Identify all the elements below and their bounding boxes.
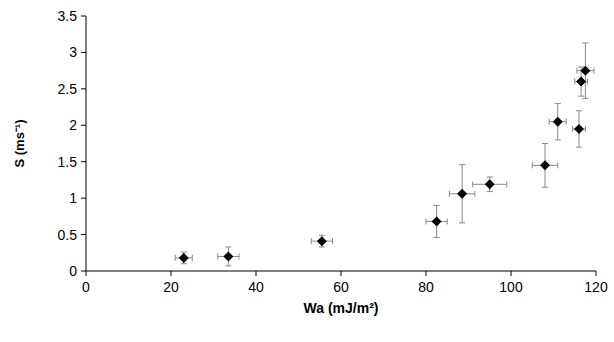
point	[485, 179, 495, 189]
x-axis-label: Wa (mJ/m²)	[304, 300, 379, 316]
y-tick-label: 0	[69, 263, 77, 279]
point	[432, 216, 442, 226]
y-tick-label: 2	[69, 117, 77, 133]
y-tick-label: 0.5	[58, 227, 78, 243]
x-tick	[86, 271, 87, 276]
chart: 0 0.5 1 1.5 2 2.5 3 3.5 0 20 40 60 80 100 120 Wa (mJ/m²…	[0, 0, 614, 342]
y-tick	[81, 88, 86, 89]
x-tick	[341, 271, 342, 276]
y-tick-label: 1	[69, 190, 77, 206]
point	[457, 189, 467, 199]
point	[540, 160, 550, 170]
plot-area	[175, 43, 594, 266]
y-axis-label: S (ms⁻¹)	[12, 119, 27, 167]
x-tick	[511, 271, 512, 276]
point	[574, 124, 584, 134]
y-tick	[81, 52, 86, 53]
y-tick	[81, 125, 86, 126]
point	[553, 117, 563, 127]
x-tick	[596, 271, 597, 276]
y-tick	[81, 16, 86, 17]
chart-svg: 0 0.5 1 1.5 2 2.5 3 3.5 0 20 40 60 80 100 120 Wa (mJ/m²…	[0, 0, 614, 342]
x-tick-label: 120	[584, 279, 608, 295]
y-tick	[81, 161, 86, 162]
x-tick-label: 20	[163, 279, 179, 295]
y-axis	[86, 16, 87, 271]
point	[179, 253, 189, 263]
x-tick-label: 80	[418, 279, 434, 295]
y-tick-label: 2.5	[58, 81, 78, 97]
point	[223, 251, 233, 261]
point	[317, 236, 327, 246]
y-tick-label: 1.5	[58, 154, 78, 170]
y-tick	[81, 198, 86, 199]
point	[580, 66, 590, 76]
x-tick-label: 0	[82, 279, 90, 295]
x-tick-label: 40	[248, 279, 264, 295]
x-tick	[426, 271, 427, 276]
y-tick-label: 3	[69, 44, 77, 60]
point	[576, 77, 586, 87]
x-tick-label: 60	[333, 279, 349, 295]
y-tick-label: 3.5	[58, 8, 78, 24]
x-tick	[171, 271, 172, 276]
y-tick	[81, 234, 86, 235]
x-tick	[256, 271, 257, 276]
y-tick	[81, 271, 86, 272]
x-tick-label: 100	[499, 279, 523, 295]
